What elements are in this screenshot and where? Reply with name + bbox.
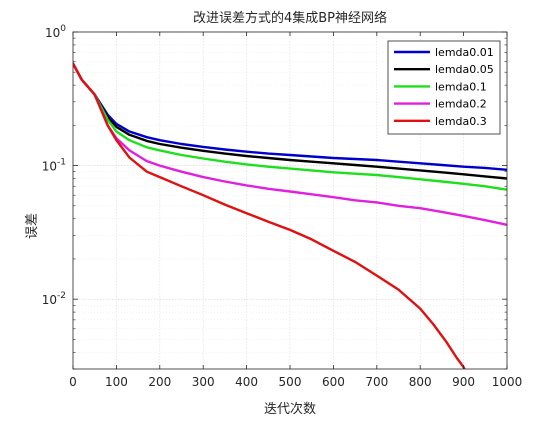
y-tick-label: 10-2	[42, 291, 66, 307]
x-axis-title: 迭代次数	[264, 401, 316, 417]
legend-label: lemda0.01	[435, 46, 494, 59]
x-tick-label: 900	[452, 375, 475, 389]
legend-label: lemda0.3	[435, 115, 487, 128]
x-tick-label: 800	[409, 375, 432, 389]
y-tick-label: 100	[45, 24, 66, 40]
x-tick-label: 600	[322, 375, 345, 389]
legend: lemda0.01 lemda0.05 lemda0.1 lemda0.2 lemda0…	[387, 40, 501, 135]
series-line-lemda0.3	[73, 62, 466, 369]
x-tick-label: 200	[148, 375, 171, 389]
x-tick-label: 1000	[492, 375, 523, 389]
x-tick-label: 300	[192, 375, 215, 389]
x-tick-label: 400	[235, 375, 258, 389]
series-line-lemda0.05	[73, 62, 507, 180]
grid	[72, 31, 508, 370]
axis-ticks: 0 100 200 300 400 500 600 700 800 900 1000 10-2 10-1…	[42, 24, 523, 389]
x-tick-label: 0	[69, 375, 77, 389]
x-tick-label: 700	[365, 375, 388, 389]
legend-label: lemda0.2	[435, 98, 487, 111]
chart-title: 改进误差方式的4集成BP神经网络	[193, 10, 387, 26]
x-tick-label: 500	[279, 375, 302, 389]
y-tick-label: 10-1	[42, 158, 66, 174]
series-line-lemda0.1	[73, 62, 507, 191]
series-line-lemda0.01	[73, 62, 507, 172]
legend-label: lemda0.1	[435, 80, 487, 93]
series-layer	[73, 62, 507, 369]
legend-label: lemda0.05	[435, 63, 494, 76]
x-tick-label: 100	[105, 375, 128, 389]
y-axis-title: 误差	[25, 213, 40, 239]
